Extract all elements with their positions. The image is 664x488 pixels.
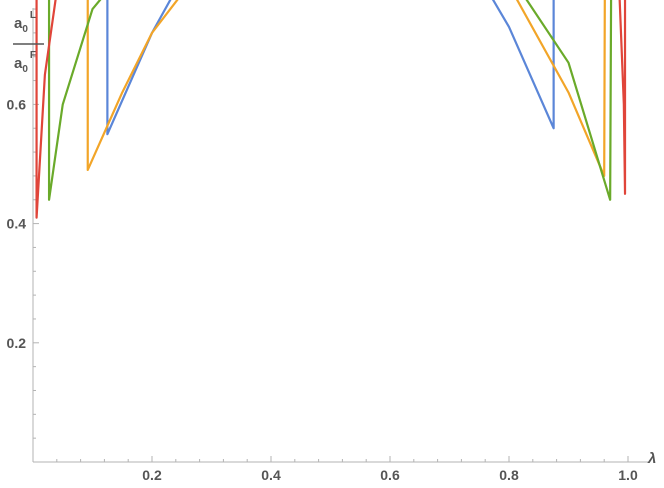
y-tick-label: 0.6 bbox=[7, 96, 27, 112]
x-tick-label: 1.0 bbox=[618, 467, 638, 483]
series-red bbox=[35, 0, 627, 219]
y-tick-label: 0.2 bbox=[7, 335, 27, 351]
x-tick-label: 0.4 bbox=[261, 467, 281, 483]
y-label-denominator: a0F bbox=[14, 50, 36, 75]
series-orange bbox=[86, 0, 606, 178]
y-label-numerator: a0L bbox=[14, 10, 36, 35]
x-tick-label: 0.6 bbox=[380, 467, 400, 483]
y-tick-label: 0.4 bbox=[7, 216, 27, 232]
series-green bbox=[47, 0, 613, 201]
series-layer bbox=[35, 0, 627, 219]
series-orange-line bbox=[86, 0, 606, 178]
axis-labels: a0L a0F λ bbox=[13, 10, 656, 467]
series-red-line bbox=[35, 0, 627, 219]
series-blue-line bbox=[106, 0, 555, 136]
x-tick-label: 0.2 bbox=[142, 467, 162, 483]
series-green-line bbox=[47, 0, 613, 201]
x-axis-label: λ bbox=[647, 450, 656, 467]
axes: 0.20.40.60.81.00.20.40.60.81.01.2 bbox=[7, 8, 648, 483]
x-tick-label: 0.8 bbox=[499, 467, 519, 483]
series-blue bbox=[106, 0, 555, 136]
